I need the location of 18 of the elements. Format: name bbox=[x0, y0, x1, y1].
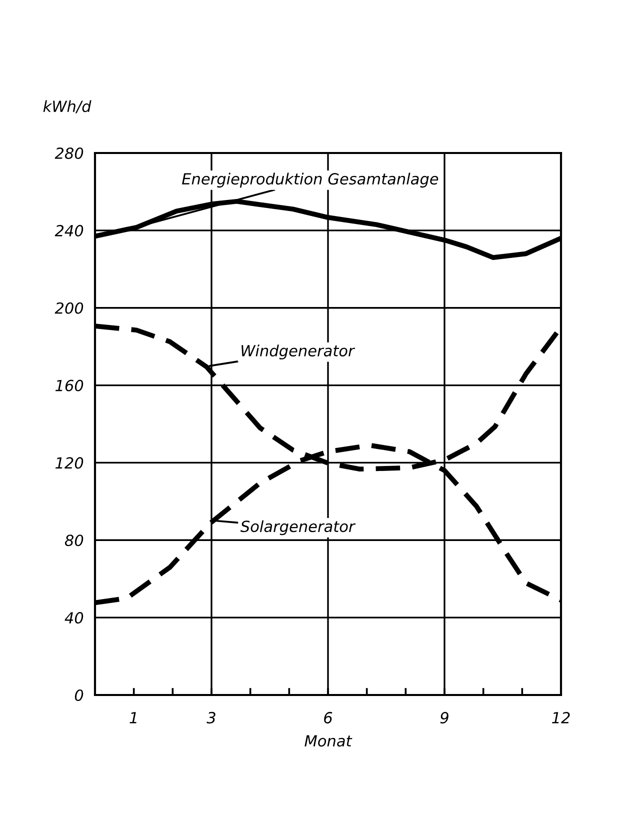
x-tick-label: 6 bbox=[324, 712, 332, 724]
y-tick-label: 0 bbox=[74, 689, 84, 702]
x-axis-title: Monat bbox=[304, 735, 352, 747]
annotation: Windgenerator bbox=[242, 344, 356, 360]
y-tick-label: 240 bbox=[54, 224, 84, 236]
y-tick-label: 160 bbox=[55, 380, 84, 392]
y-tick-label: 120 bbox=[55, 457, 84, 469]
annotation: Energieproduktion Gesamtanlage bbox=[182, 172, 438, 188]
y-tick-label: 80 bbox=[64, 534, 84, 546]
annotation: Solargenerator bbox=[240, 520, 356, 536]
y-axis-title: kWh/d bbox=[43, 100, 92, 114]
y-tick-label: 40 bbox=[64, 612, 84, 624]
x-tick-label: 9 bbox=[440, 712, 448, 724]
x-tick-label: 3 bbox=[206, 712, 216, 724]
y-tick-label: 200 bbox=[54, 302, 84, 314]
x-tick-label: 1 bbox=[130, 712, 136, 724]
x-tick-label: 12 bbox=[552, 712, 570, 724]
y-tick-label: 280 bbox=[54, 147, 84, 160]
